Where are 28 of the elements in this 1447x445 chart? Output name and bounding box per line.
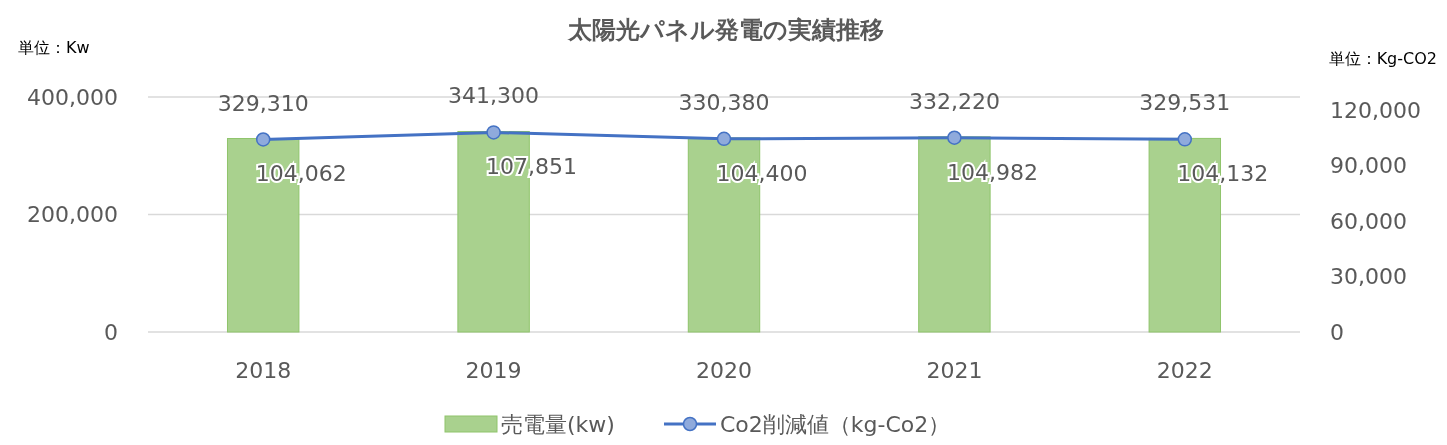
x-tick-label: 2021 — [926, 358, 983, 383]
y-axis-title: 単位：Kw — [18, 38, 90, 57]
point — [255, 132, 271, 147]
y2-tick-label: 0 — [1330, 319, 1344, 345]
y2-tick-label: 120,000 — [1330, 97, 1421, 123]
x-tick-label: 2020 — [696, 358, 752, 383]
y2-tick-label: 30,000 — [1330, 264, 1407, 290]
x-tick-label: 2018 — [235, 358, 292, 383]
legend-label: 売電量(kw) — [501, 412, 615, 437]
point — [947, 130, 962, 145]
data-label: 329,531 — [1139, 90, 1231, 116]
data-label: 332,220 — [908, 88, 1000, 114]
y2-tick-label: 90,000 — [1330, 153, 1407, 179]
y-tick-label: 400,000 — [27, 84, 118, 110]
legend-label: Co2削減値（kg-Co2） — [720, 412, 951, 437]
point — [1177, 132, 1193, 147]
y-tick-label: 0 — [104, 319, 118, 345]
data-label: 330,380 — [678, 89, 770, 115]
chart-title: 太陽光パネル発電の実績推移 — [566, 16, 884, 44]
x-tick-label: 2022 — [1156, 358, 1213, 383]
data-label: 329,310 — [217, 90, 309, 116]
x-tick-label: 2019 — [465, 358, 522, 383]
point — [716, 131, 732, 147]
data-label: 341,300 — [448, 83, 540, 109]
y-tick-label: 200,000 — [27, 202, 118, 228]
y2-axis-title: 単位：Kg-CO2 — [1328, 49, 1437, 68]
y2-tick-label: 60,000 — [1330, 208, 1407, 234]
point — [486, 125, 501, 140]
